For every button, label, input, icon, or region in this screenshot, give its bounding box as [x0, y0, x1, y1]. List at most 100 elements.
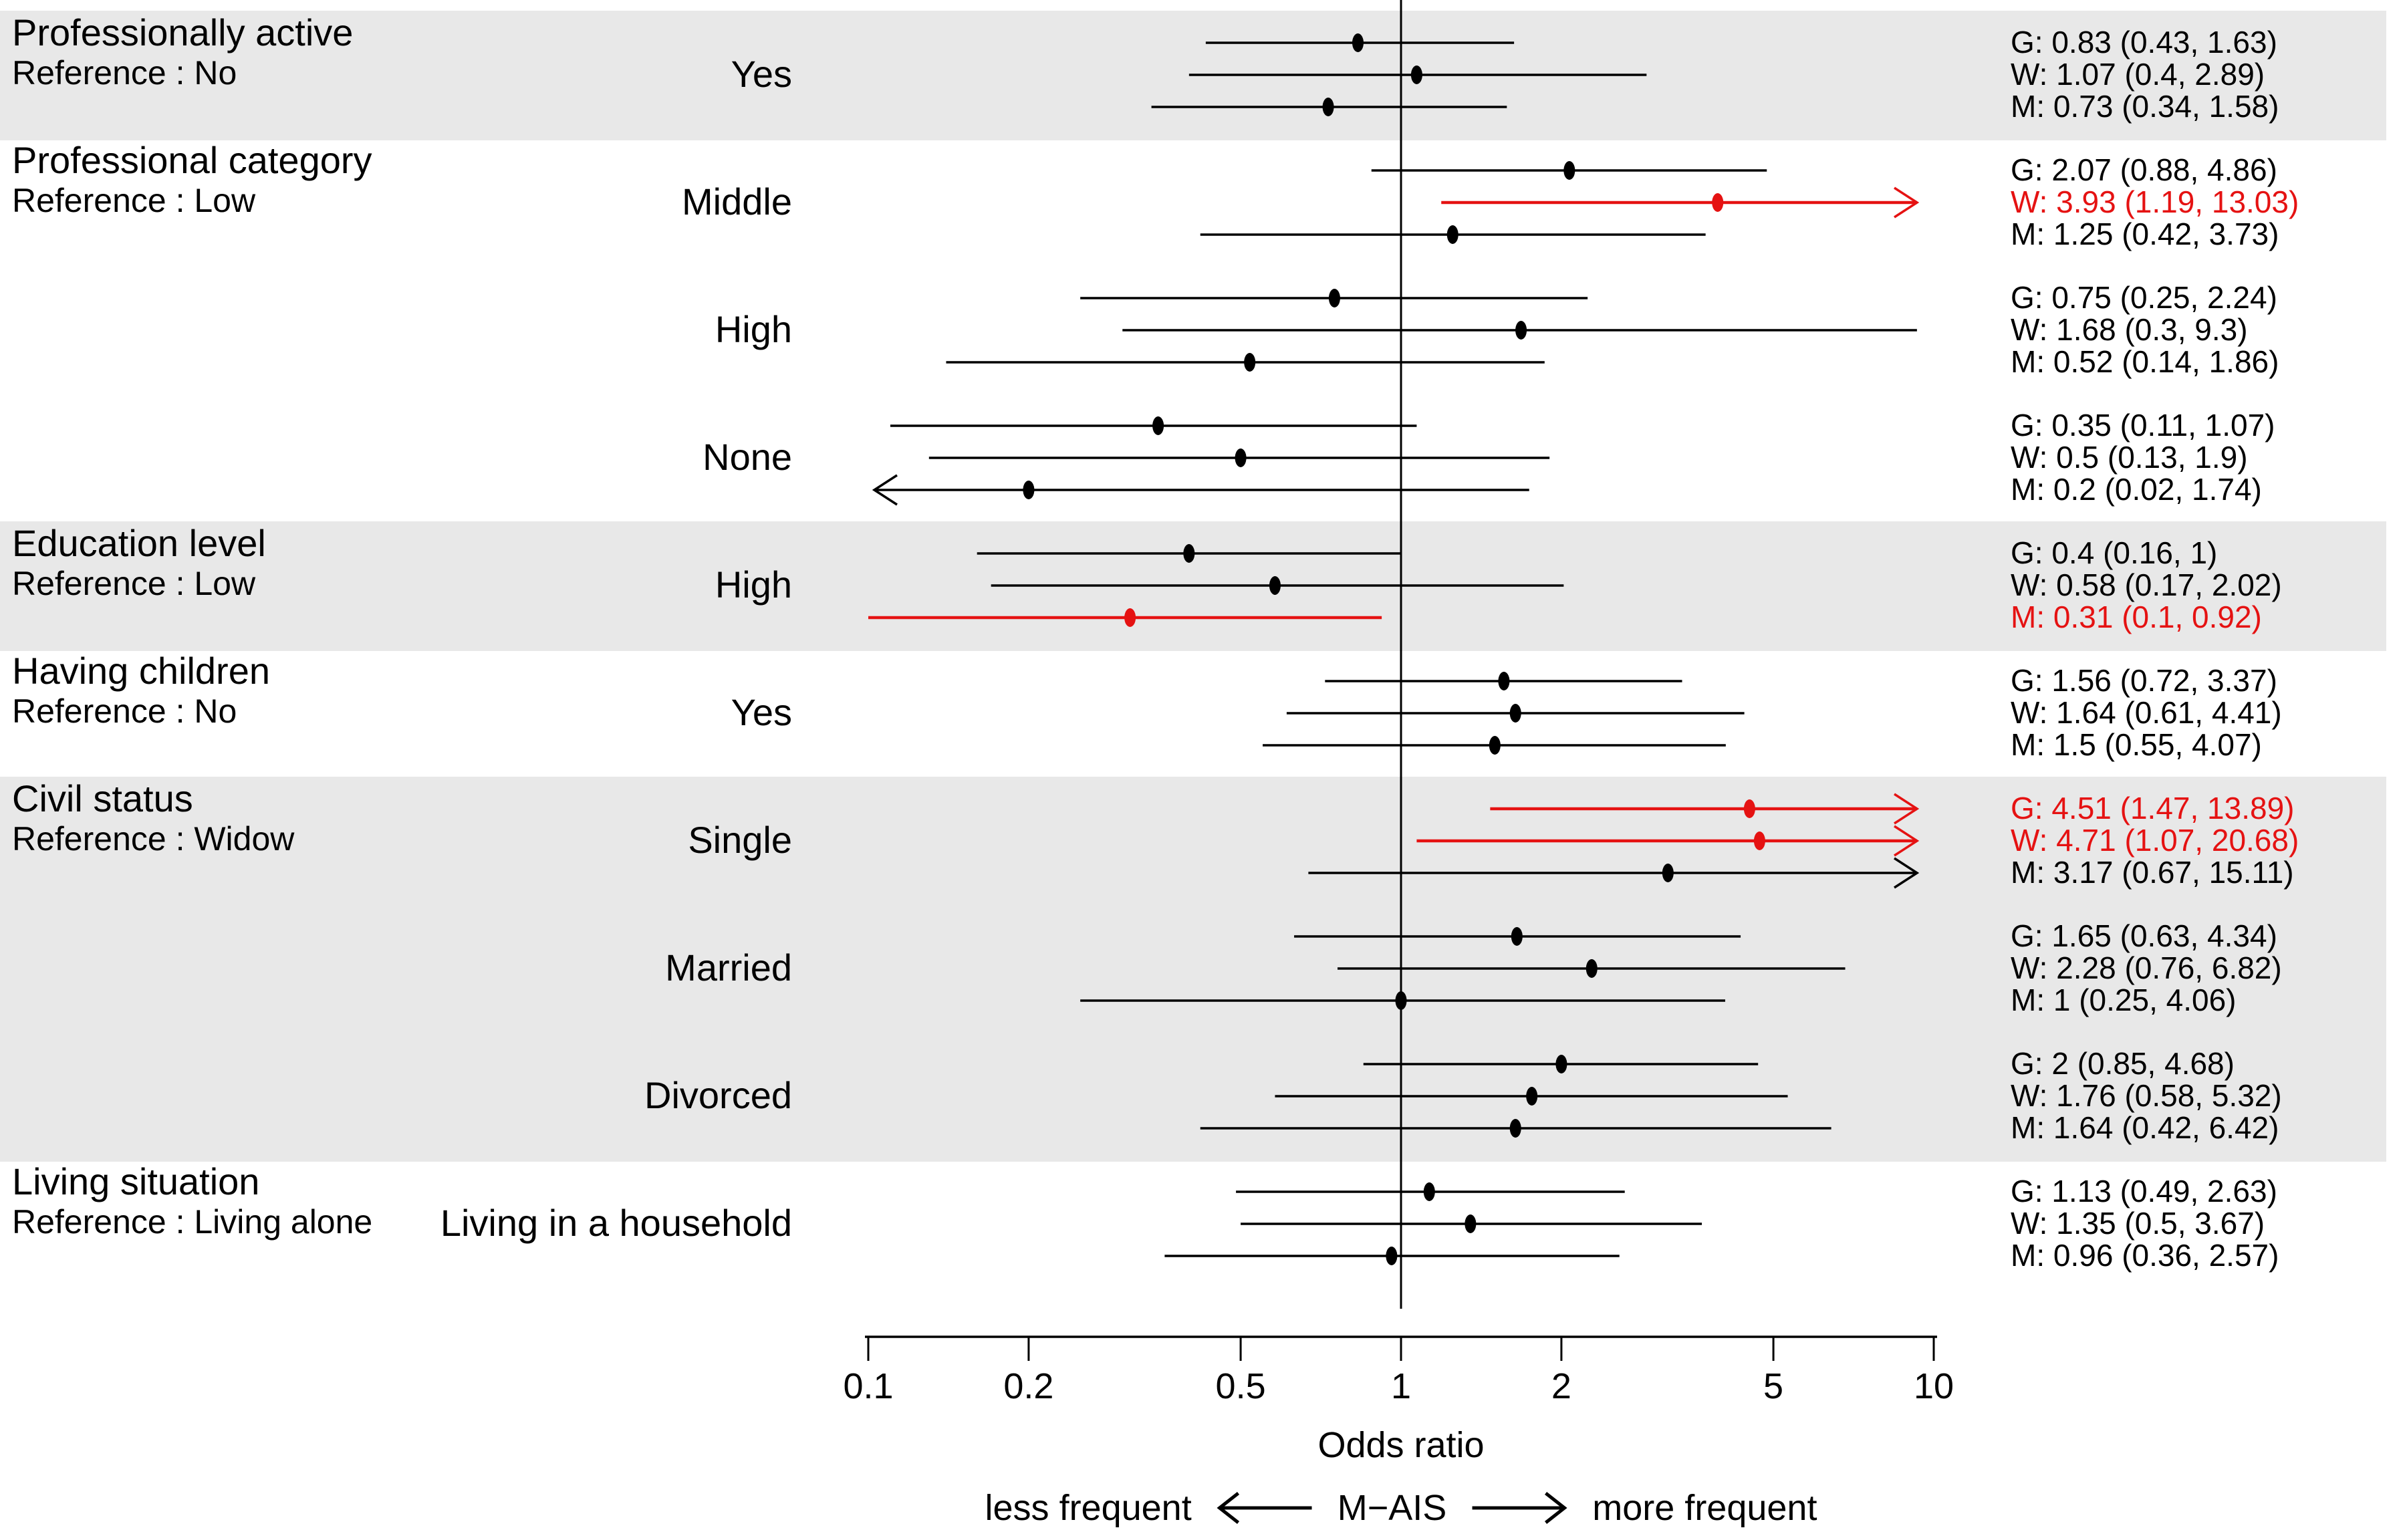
row-label: None	[703, 436, 792, 479]
estimate-value: M: 3.17 (0.67, 15.11)	[2011, 854, 2294, 890]
row-label: Middle	[682, 180, 792, 223]
x-axis-tick-label: 0.1	[843, 1366, 894, 1406]
estimate-value: W: 0.58 (0.17, 2.02)	[2011, 567, 2282, 602]
point-estimate-dot	[1152, 416, 1164, 435]
estimate-value: W: 0.5 (0.13, 1.9)	[2011, 439, 2248, 475]
row-label: High	[715, 308, 792, 351]
ci-arrow-right-icon	[1894, 186, 1920, 219]
point-estimate-dot	[1753, 831, 1765, 850]
caption-scale-name: M−AIS	[1337, 1488, 1447, 1528]
estimate-value: M: 0.31 (0.1, 0.92)	[2011, 599, 2262, 634]
group-reference: Reference : No	[12, 53, 237, 92]
point-estimate-dot	[1352, 33, 1364, 52]
x-axis-tick-label: 0.2	[1003, 1366, 1054, 1406]
point-estimate-dot	[1509, 704, 1521, 723]
point-estimate-dot	[1269, 576, 1281, 595]
point-estimate-dot	[1395, 991, 1407, 1010]
x-axis-tick-label: 0.5	[1215, 1366, 1266, 1406]
point-estimate-dot	[1563, 161, 1575, 180]
group-title: Professional category	[12, 139, 372, 182]
estimate-value: M: 0.96 (0.36, 2.57)	[2011, 1237, 2279, 1273]
point-estimate-dot	[1712, 193, 1724, 212]
row-label: Yes	[731, 691, 792, 734]
estimate-value: M: 0.52 (0.14, 1.86)	[2011, 344, 2279, 379]
estimate-value: W: 3.93 (1.19, 13.03)	[2011, 184, 2299, 219]
point-estimate-dot	[1586, 959, 1598, 978]
row-label: Single	[688, 819, 792, 862]
estimate-value: W: 1.68 (0.3, 9.3)	[2011, 311, 2248, 347]
point-estimate-dot	[1498, 672, 1510, 690]
x-axis-tick-label: 10	[1913, 1366, 1954, 1406]
point-estimate-dot	[1322, 98, 1334, 116]
group-reference: Reference : Low	[12, 181, 256, 219]
point-estimate-dot	[1446, 225, 1459, 244]
point-estimate-dot	[1235, 448, 1247, 467]
row-label: Yes	[731, 53, 792, 96]
point-estimate-dot	[1489, 736, 1501, 755]
estimate-value: G: 1.56 (0.72, 3.37)	[2011, 662, 2277, 698]
point-estimate-dot	[1526, 1087, 1538, 1106]
point-estimate-dot	[1662, 864, 1674, 882]
point-estimate-dot	[1515, 321, 1527, 340]
group-reference: Reference : Low	[12, 564, 256, 602]
point-estimate-dot	[1023, 481, 1035, 499]
point-estimate-dot	[1410, 66, 1422, 84]
caption-less-frequent: less frequent	[985, 1488, 1192, 1528]
estimate-value: G: 0.75 (0.25, 2.24)	[2011, 279, 2277, 315]
group-reference: Reference : Living alone	[12, 1202, 373, 1241]
row-label: Divorced	[644, 1074, 792, 1117]
x-axis-title: Odds ratio	[1317, 1425, 1485, 1465]
group-band	[0, 777, 2386, 1162]
x-axis-tick-label: 1	[1390, 1366, 1412, 1406]
estimate-value: M: 1.64 (0.42, 6.42)	[2011, 1110, 2279, 1145]
estimate-value: W: 1.07 (0.4, 2.89)	[2011, 56, 2265, 92]
estimate-value: G: 0.4 (0.16, 1)	[2011, 535, 2218, 570]
long-left-arrow-icon	[1217, 1492, 1312, 1524]
estimate-value: M: 1.25 (0.42, 3.73)	[2011, 216, 2279, 251]
row-label: Living in a household	[440, 1202, 792, 1245]
estimate-value: M: 0.2 (0.02, 1.74)	[2011, 471, 2262, 507]
estimate-value: G: 2.07 (0.88, 4.86)	[2011, 152, 2277, 187]
ci-arrow-right-icon	[1894, 857, 1920, 889]
group-reference: Reference : No	[12, 692, 237, 730]
group-title: Civil status	[12, 777, 193, 820]
estimate-value: M: 0.73 (0.34, 1.58)	[2011, 88, 2279, 124]
ci-arrow-right-icon	[1894, 825, 1920, 857]
group-title: Living situation	[12, 1160, 260, 1203]
long-right-arrow-icon	[1472, 1492, 1567, 1524]
group-title: Having children	[12, 650, 270, 692]
point-estimate-dot	[1124, 608, 1136, 627]
point-estimate-dot	[1465, 1214, 1477, 1233]
row-label: Married	[665, 946, 792, 989]
point-estimate-dot	[1509, 1119, 1521, 1138]
estimate-value: G: 4.51 (1.47, 13.89)	[2011, 790, 2295, 825]
ci-arrow-right-icon	[1894, 793, 1920, 825]
group-title: Education level	[12, 522, 266, 565]
point-estimate-dot	[1244, 353, 1256, 372]
point-estimate-dot	[1511, 927, 1523, 946]
group-reference: Reference : Widow	[12, 819, 295, 858]
point-estimate-dot	[1423, 1182, 1435, 1201]
estimate-value: M: 1.5 (0.55, 4.07)	[2011, 727, 2262, 762]
estimate-value: W: 1.76 (0.58, 5.32)	[2011, 1077, 2282, 1113]
estimate-value: W: 1.64 (0.61, 4.41)	[2011, 694, 2282, 730]
estimate-value: G: 0.35 (0.11, 1.07)	[2011, 407, 2275, 442]
estimate-value: M: 1 (0.25, 4.06)	[2011, 982, 2237, 1017]
ci-arrow-left-icon	[872, 474, 898, 506]
group-title: Professionally active	[12, 11, 354, 54]
estimate-value: G: 2 (0.85, 4.68)	[2011, 1045, 2235, 1081]
estimate-value: G: 1.65 (0.63, 4.34)	[2011, 918, 2277, 953]
estimate-value: G: 1.13 (0.49, 2.63)	[2011, 1173, 2277, 1208]
point-estimate-dot	[1555, 1055, 1567, 1073]
estimate-value: G: 0.83 (0.43, 1.63)	[2011, 24, 2277, 59]
point-estimate-dot	[1183, 544, 1195, 563]
estimate-value: W: 4.71 (1.07, 20.68)	[2011, 822, 2299, 858]
point-estimate-dot	[1743, 799, 1755, 818]
x-axis-tick-label: 5	[1763, 1366, 1784, 1406]
estimate-value: W: 2.28 (0.76, 6.82)	[2011, 950, 2282, 985]
x-axis-tick-label: 2	[1551, 1366, 1571, 1406]
caption-more-frequent: more frequent	[1592, 1488, 1817, 1528]
point-estimate-dot	[1328, 289, 1340, 307]
point-estimate-dot	[1386, 1247, 1398, 1265]
